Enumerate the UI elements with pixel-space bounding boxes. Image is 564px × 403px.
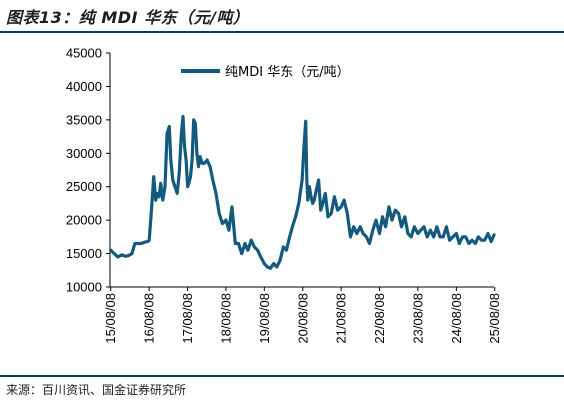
y-tick-label: 35000 xyxy=(66,112,102,127)
legend-label: 纯MDI 华东（元/吨） xyxy=(225,65,350,80)
y-axis-tick-labels: 10000 15000 20000 25000 30000 35000 40000 45000 xyxy=(66,46,102,295)
y-tick-label: 10000 xyxy=(66,280,102,295)
figure-title: 图表13：纯 MDI 华东（元/吨） xyxy=(6,8,250,27)
x-tick-label: 19/08/08 xyxy=(257,293,272,344)
x-tick-label: 20/08/08 xyxy=(295,293,310,344)
y-tick-label: 20000 xyxy=(66,213,102,228)
chart-legend: 纯MDI 华东（元/吨） xyxy=(181,65,350,80)
x-tick-label: 18/08/08 xyxy=(218,293,233,344)
x-tick-label: 22/08/08 xyxy=(372,293,387,344)
title-rule xyxy=(0,31,564,33)
source-rule xyxy=(0,375,564,377)
x-tick-label: 25/08/08 xyxy=(487,293,502,344)
chart-axes xyxy=(106,52,496,291)
x-tick-label: 16/08/08 xyxy=(142,293,157,344)
source-note: 来源：百川资讯、国金证券研究所 xyxy=(6,383,187,397)
series-line xyxy=(109,114,496,270)
x-tick-label: 15/08/08 xyxy=(103,293,118,344)
x-tick-label: 21/08/08 xyxy=(334,293,349,344)
x-tick-label: 17/08/08 xyxy=(180,293,195,344)
y-tick-label: 15000 xyxy=(66,246,102,261)
y-tick-label: 25000 xyxy=(66,179,102,194)
x-tick-label: 23/08/08 xyxy=(410,293,425,344)
series-layer xyxy=(109,114,496,270)
y-tick-label: 40000 xyxy=(66,79,102,94)
x-axis-tick-labels: 15/08/08 16/08/08 17/08/08 18/08/08 19/08/08… xyxy=(103,293,502,344)
y-tick-label: 30000 xyxy=(66,146,102,161)
x-tick-label: 24/08/08 xyxy=(449,293,464,344)
y-tick-label: 45000 xyxy=(66,46,102,61)
